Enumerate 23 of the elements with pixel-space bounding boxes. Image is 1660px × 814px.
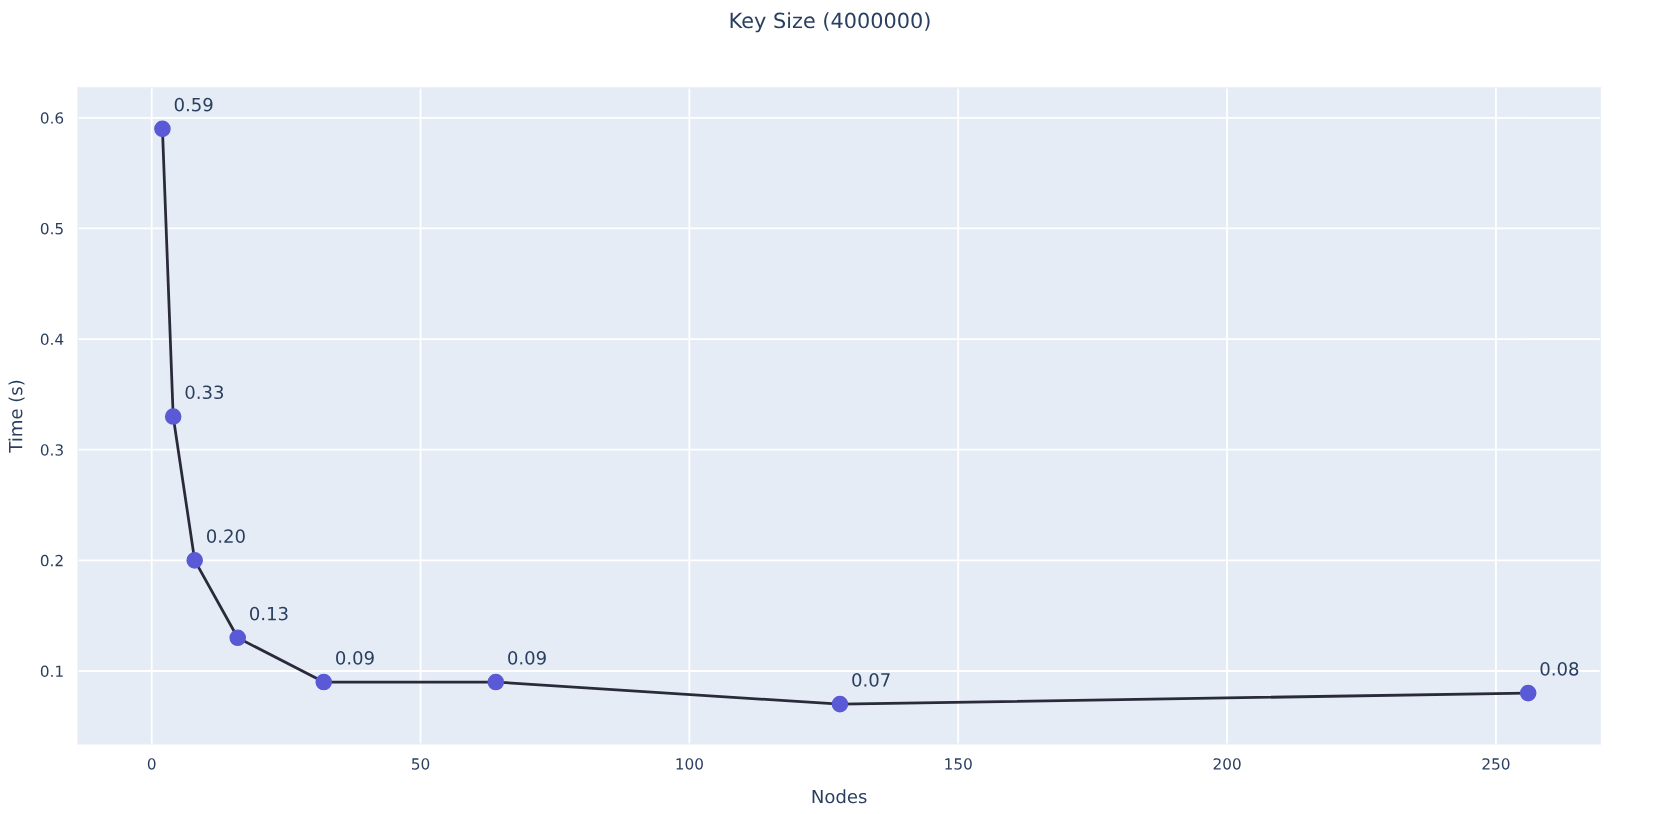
x-tick-label: 50 xyxy=(411,758,430,770)
data-label: 0.09 xyxy=(336,650,374,665)
data-label: 0.08 xyxy=(1540,662,1579,676)
x-tick-label: 250 xyxy=(1482,758,1510,770)
data-label: 0.59 xyxy=(174,97,213,112)
x-axis-title: Nodes xyxy=(812,789,867,804)
x-tick-label: 0 xyxy=(147,758,156,770)
y-tick-label: 0.3 xyxy=(40,444,63,456)
y-tick-label: 0.5 xyxy=(40,222,63,235)
y-tick-label: 0.6 xyxy=(40,112,64,124)
y-tick-label: 0.2 xyxy=(40,554,63,567)
x-tick-label: 150 xyxy=(945,758,972,770)
data-label: 0.07 xyxy=(852,673,890,687)
data-label: 0.13 xyxy=(250,606,288,621)
x-tick-label: 200 xyxy=(1213,758,1241,770)
data-label: 0.20 xyxy=(207,529,245,543)
y-tick-label: 0.1 xyxy=(40,665,63,677)
y-axis-title: Time (s) xyxy=(8,380,25,453)
data-label: 0.33 xyxy=(185,385,224,400)
y-tick-label: 0.4 xyxy=(40,333,64,346)
x-tick-label: 100 xyxy=(676,758,703,770)
chart-title: Key Size (4000000) xyxy=(730,12,930,33)
data-label: 0.09 xyxy=(508,650,546,665)
